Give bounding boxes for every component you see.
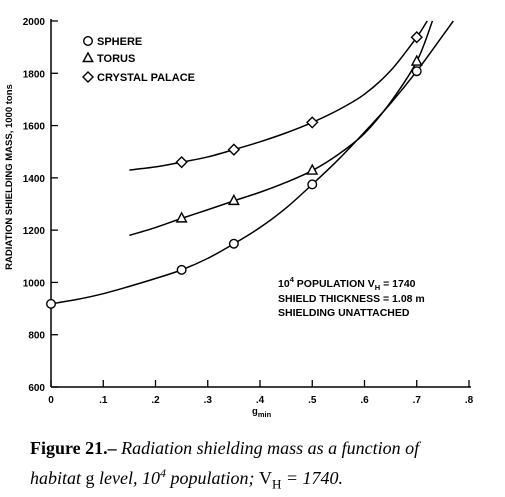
legend-marker-torus	[82, 51, 94, 63]
data-point-sphere	[228, 238, 239, 249]
x-tick-label: .7	[413, 395, 422, 406]
caption-g: g	[85, 468, 95, 488]
plot-area: 600 800 1000 1200 1400 1600 1800 2000 0 .1 .2 .3 .4.…	[23, 17, 474, 406]
y-tick-label: 2000	[23, 17, 46, 28]
x-tick-label: .1	[99, 395, 108, 406]
y-tick-label: 800	[28, 331, 45, 342]
annotation-line-1-suffix: = 1740	[380, 278, 415, 290]
caption-v-sub: H	[272, 476, 282, 492]
series-line-sphere	[50, 20, 454, 305]
x-tick-label: .8	[465, 395, 474, 406]
caption-line-2: habitat g level, 104 population; VH = 17…	[30, 461, 500, 497]
annotation-line-1-prefix: 10	[278, 278, 290, 290]
figure-caption: Figure 21.– Radiation shielding mass as …	[30, 436, 500, 497]
caption-v: V	[259, 468, 272, 488]
x-axis-title: gmin	[252, 406, 272, 419]
y-tick-label: 1200	[23, 226, 46, 237]
caption-text-2b: level, 10	[94, 468, 160, 488]
legend-marker-sphere	[82, 36, 93, 47]
data-point-crystal-palace	[227, 143, 241, 156]
data-point-sphere	[411, 66, 422, 77]
annotation-line-1-mid: POPULATION V	[294, 278, 375, 290]
legend-marker-crystal-palace	[82, 71, 94, 83]
caption-text-2c: population;	[166, 468, 259, 488]
x-tick-label: .2	[151, 395, 160, 406]
legend: SPHERE TORUS CRYSTAL PALACE	[82, 36, 195, 84]
y-axis-title: RADIATION SHIELDING MASS, 1000 tons	[4, 84, 15, 270]
annotation-line-1-exp: 4	[290, 275, 295, 284]
annotation-line-1: 104 POPULATION VH = 1740	[278, 275, 416, 292]
x-tick-label: 0	[48, 395, 54, 406]
data-point-sphere	[307, 179, 318, 190]
annotation-line-2: SHIELD THICKNESS = 1.08 m	[278, 293, 425, 305]
annotation: 104 POPULATION VH = 1740 SHIELD THICKNES…	[278, 275, 425, 319]
data-point-crystal-palace	[175, 155, 188, 169]
y-tick-label: 1800	[23, 69, 46, 80]
x-tick-label: .6	[360, 395, 369, 406]
x-axis-title-main: g	[252, 406, 258, 417]
y-tick-label: 1000	[23, 278, 46, 289]
data-point-torus	[227, 193, 240, 206]
caption-exp: 4	[160, 466, 166, 480]
data-point-torus	[175, 211, 188, 223]
x-tick-label: .3	[204, 395, 213, 406]
y-tick-label: 600	[28, 383, 45, 394]
legend-label-torus: TORUS	[97, 53, 135, 65]
annotation-line-1-sub: H	[375, 283, 380, 292]
data-point-crystal-palace	[410, 31, 423, 44]
caption-text-2a: habitat	[30, 468, 86, 488]
annotation-line-3: SHIELDING UNATTACHED	[278, 307, 410, 319]
x-axis-title-sub: min	[258, 410, 272, 419]
y-tick-label: 1400	[23, 174, 46, 185]
data-point-sphere	[46, 298, 57, 309]
caption-line-1: Figure 21.– Radiation shielding mass as …	[30, 436, 500, 461]
series-line-torus	[129, 20, 434, 237]
data-point-sphere	[176, 264, 187, 275]
series-line-crystal-palace	[129, 20, 428, 171]
x-tick-label: .5	[308, 395, 317, 406]
caption-text-2d: = 1740.	[281, 468, 344, 488]
y-tick-label: 1600	[23, 122, 46, 133]
x-tick-label: .4	[256, 395, 265, 406]
legend-label-sphere: SPHERE	[97, 36, 142, 48]
caption-text-1: Radiation shielding mass as a function o…	[116, 438, 420, 458]
data-point-torus	[410, 54, 423, 66]
data-point-torus	[306, 163, 319, 175]
data-point-crystal-palace	[306, 116, 319, 129]
caption-label: Figure 21.–	[30, 438, 117, 458]
legend-label-crystal-palace: CRYSTAL PALACE	[97, 72, 195, 84]
